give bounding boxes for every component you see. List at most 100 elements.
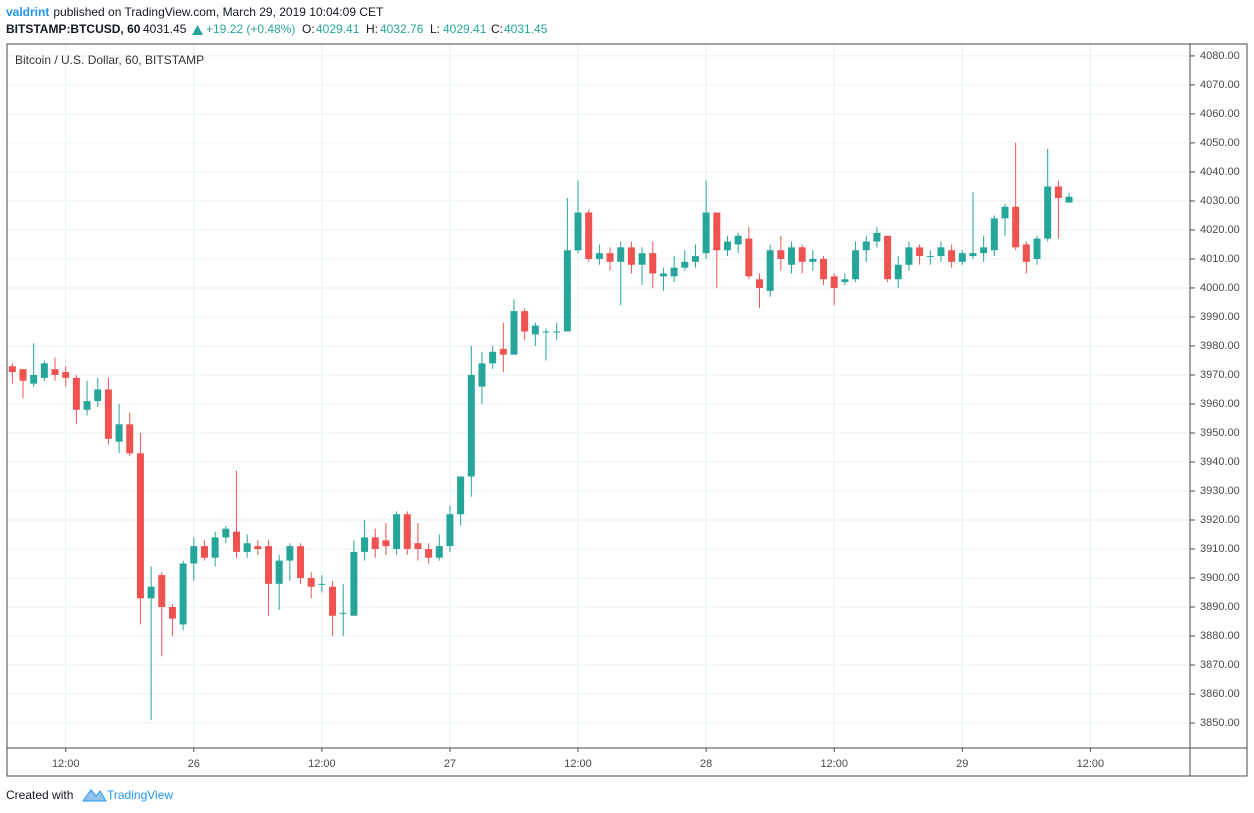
symbol: BITSTAMP:BTCUSD, 60 (6, 22, 141, 36)
candle-body (723, 241, 731, 251)
brand[interactable]: TradingView (107, 788, 173, 802)
candle-body (8, 366, 16, 373)
candle-body (339, 612, 347, 614)
y-tick-label: 3980.00 (1200, 340, 1240, 352)
candle-body (681, 261, 689, 268)
candle-body (403, 514, 411, 550)
candle-body (702, 212, 710, 254)
y-tick-label: 3890.00 (1200, 601, 1240, 613)
candle-body (894, 264, 902, 280)
candle-body (948, 250, 956, 262)
candle-body (777, 250, 785, 259)
candle-body (83, 401, 91, 410)
candle-body (884, 235, 892, 280)
y-tick-label: 4010.00 (1200, 253, 1240, 265)
candle-body (531, 325, 539, 335)
candle-body (350, 551, 358, 616)
x-tick-label: 29 (956, 758, 968, 770)
close-label: C: (491, 22, 503, 36)
y-tick-label: 3910.00 (1200, 543, 1240, 555)
candle-body (1033, 238, 1041, 259)
candle-body (318, 583, 326, 585)
candle-body (126, 424, 134, 454)
candle-body (1065, 196, 1073, 203)
chart-title: Bitcoin / U.S. Dollar, 60, BITSTAMP (15, 53, 204, 67)
candle-body (627, 247, 635, 265)
candle-body (969, 253, 977, 257)
candle-body (958, 253, 966, 262)
y-tick-label: 4020.00 (1200, 224, 1240, 236)
y-tick-label: 4060.00 (1200, 108, 1240, 120)
x-tick-label: 12:00 (1077, 758, 1105, 770)
x-tick-label: 12:00 (820, 758, 848, 770)
candle-body (755, 279, 763, 288)
candle-body (542, 331, 550, 333)
y-tick-label: 3940.00 (1200, 456, 1240, 468)
y-tick-label: 3970.00 (1200, 369, 1240, 381)
candle-body (916, 247, 924, 257)
candle-body (286, 546, 294, 561)
candle-body (649, 253, 657, 274)
candle-body (40, 363, 48, 378)
candle-body (232, 531, 240, 552)
close-value: 4031.45 (504, 22, 548, 36)
candle-body (862, 241, 870, 251)
candle-body (574, 212, 582, 251)
candle-body (553, 331, 561, 333)
candle-body (830, 276, 838, 288)
y-tick-label: 3950.00 (1200, 427, 1240, 439)
candle-body (1022, 244, 1030, 262)
candle-body (457, 476, 465, 515)
candle-body (393, 514, 401, 550)
candle-body (926, 256, 934, 258)
candle-body (179, 563, 187, 625)
x-tick-label: 12:00 (308, 758, 336, 770)
candle-body (798, 247, 806, 262)
candle-body (371, 537, 379, 550)
candle-body (361, 537, 369, 552)
y-tick-label: 4080.00 (1200, 50, 1240, 62)
candle-body (788, 247, 796, 265)
user[interactable]: valdrint (6, 5, 49, 19)
candle-body (1012, 206, 1020, 248)
candle-body (19, 369, 27, 381)
candle-body (265, 546, 273, 584)
y-tick-label: 3900.00 (1200, 572, 1240, 584)
candle-body (905, 247, 913, 265)
candle-body (873, 232, 881, 242)
publish-line: valdrint published on TradingView.com, Ma… (6, 5, 384, 19)
candle-body (243, 543, 251, 552)
candle-body (745, 238, 753, 277)
candle-body (329, 586, 337, 616)
candle-body (563, 250, 571, 332)
candle-body (1044, 186, 1052, 239)
low-value: 4029.41 (443, 22, 487, 36)
published: published on TradingView.com, March 29, … (53, 5, 384, 19)
high-label: H: (366, 22, 378, 36)
change: +19.22 (+0.48%) (206, 22, 295, 36)
candle-body (147, 586, 155, 599)
candle-body (72, 377, 80, 410)
y-tick-label: 3930.00 (1200, 485, 1240, 497)
y-tick-label: 4050.00 (1200, 137, 1240, 149)
candle-body (841, 279, 849, 283)
candle-body (190, 546, 198, 564)
candle-body (136, 453, 144, 599)
x-tick-label: 26 (188, 758, 200, 770)
logo[interactable] (82, 789, 107, 802)
candle-body (1054, 186, 1062, 199)
candle-body (521, 311, 529, 332)
candle-body (617, 247, 625, 262)
candle-body (585, 212, 593, 259)
y-tick-label: 3920.00 (1200, 514, 1240, 526)
candle-body (499, 348, 507, 355)
candle-body (168, 607, 176, 619)
candle-body (606, 253, 614, 262)
candle-body (446, 514, 454, 547)
candle-body (489, 351, 497, 364)
candle-body (254, 546, 262, 550)
candle-body (659, 273, 667, 277)
candle-body (766, 250, 774, 291)
high-value: 4032.76 (380, 22, 424, 36)
candle-body (809, 258, 817, 262)
